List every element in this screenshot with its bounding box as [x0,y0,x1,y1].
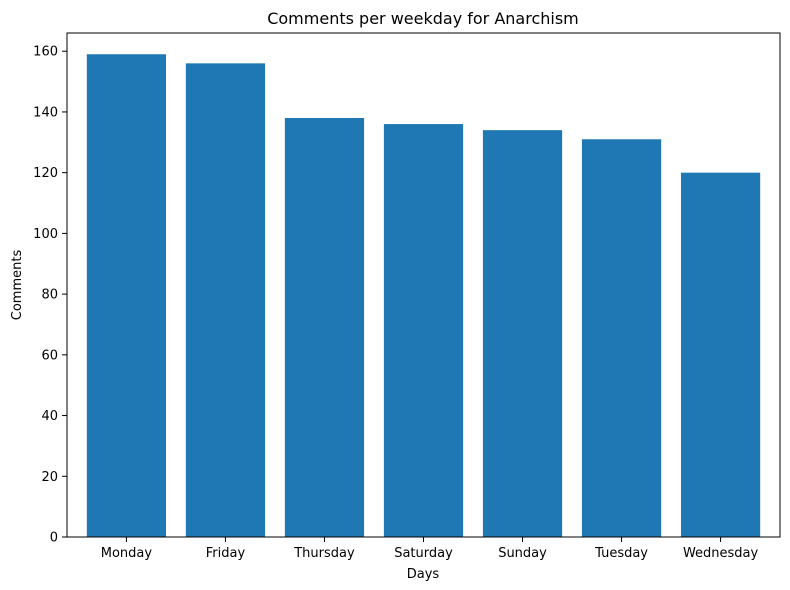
y-tick-label: 60 [41,348,58,363]
x-tick-label: Saturday [394,546,453,561]
x-tick-label: Monday [101,546,153,561]
y-tick-label: 0 [50,531,58,546]
bar-tuesday [581,139,662,537]
y-axis: 0 20 40 60 80 100 120 140 160 [33,45,67,546]
bar-saturday [383,124,464,537]
y-tick-label: 120 [33,166,58,181]
y-tick-label: 100 [33,227,58,242]
chart-title: Comments per weekday for Anarchism [267,9,579,28]
x-tick-label: Wednesday [683,546,759,561]
x-tick-label: Friday [206,546,246,561]
y-tick-label: 80 [41,288,58,303]
x-tick-label: Sunday [498,546,547,561]
bars-layer [86,54,761,538]
x-tick-label: Tuesday [594,546,648,561]
y-axis-label: Comments [10,250,25,321]
x-tick-label: Thursday [293,546,355,561]
bar-thursday [284,118,365,537]
bar-wednesday [680,172,761,537]
y-tick-label: 140 [33,105,58,120]
y-tick-label: 160 [33,45,58,60]
bar-sunday [482,130,563,537]
y-tick-label: 20 [41,470,58,485]
x-axis: Monday Friday Thursday Saturday Sunday Tuesda… [101,537,759,561]
x-axis-label: Days [407,567,440,582]
y-tick-label: 40 [41,409,58,424]
bar-friday [185,63,266,538]
bar-monday [86,54,167,537]
